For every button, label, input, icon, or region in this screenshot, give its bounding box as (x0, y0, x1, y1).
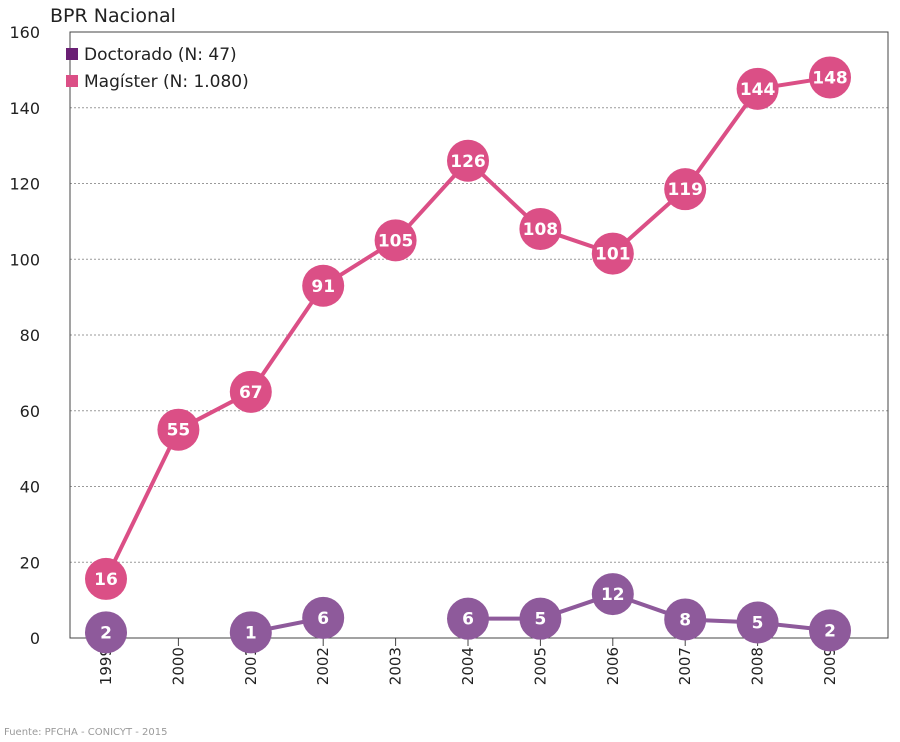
data-label: 91 (311, 277, 335, 297)
data-point (302, 264, 345, 307)
legend-swatch-doctorado (66, 48, 78, 60)
x-tick-label: 2001 (242, 647, 260, 685)
legend-swatch-magister (66, 75, 78, 87)
data-point (85, 611, 127, 654)
y-tick-label: 40 (20, 478, 40, 497)
data-label: 2 (824, 621, 836, 641)
data-point (591, 573, 634, 616)
data-point (374, 219, 417, 262)
chart-title: BPR Nacional (50, 5, 176, 27)
legend-label-doctorado: Doctorado (N: 47) (84, 45, 237, 65)
x-tick-label: 2008 (749, 647, 767, 685)
data-point (664, 598, 707, 641)
x-tick-label: 2005 (531, 647, 549, 685)
x-tick-label: 2002 (314, 647, 332, 685)
data-label: 8 (679, 610, 691, 630)
data-label: 108 (523, 220, 559, 240)
data-label: 16 (94, 570, 118, 590)
data-point (519, 207, 562, 250)
data-point (229, 370, 272, 413)
y-tick-label: 140 (9, 99, 40, 118)
data-label: 5 (752, 613, 764, 633)
x-tick-label: 2006 (604, 647, 622, 685)
y-axis-ticks: 0 20 40 60 80 100 120 140 160 (9, 23, 40, 648)
data-point (809, 609, 851, 652)
x-tick-label: 2003 (387, 647, 405, 685)
series-1: 16 55 67 91 105 126 108 101 119 144 148 (85, 56, 851, 600)
data-point (736, 601, 779, 644)
x-axis-ticks: 1999 2000 2001 2002 2003 2004 2005 2006 2007 2008… (97, 638, 839, 685)
data-label: 55 (167, 421, 191, 441)
data-label: 5 (534, 610, 546, 630)
data-point (85, 557, 127, 600)
data-label: 6 (462, 610, 474, 630)
legend-label-magister: Magíster (N: 1.080) (84, 72, 249, 92)
x-tick-label: 2009 (821, 647, 839, 685)
x-tick-label: 2007 (676, 647, 694, 685)
data-point (157, 408, 200, 451)
legend: Doctorado (N: 47) Magíster (N: 1.080) (66, 45, 249, 92)
x-tick-label: 1999 (97, 647, 115, 685)
data-point (736, 67, 779, 110)
data-point (664, 168, 707, 211)
data-label: 105 (378, 231, 414, 251)
x-tick-label: 2004 (459, 647, 477, 685)
data-label: 126 (450, 152, 486, 172)
y-tick-label: 60 (20, 402, 40, 421)
y-tick-label: 100 (9, 250, 40, 269)
data-point (447, 597, 489, 640)
grid-lines (70, 107, 888, 563)
x-tick-label: 2000 (169, 647, 187, 685)
y-tick-label: 0 (30, 629, 40, 648)
data-point (591, 232, 634, 275)
plot-area (69, 31, 889, 639)
data-label: 2 (100, 623, 112, 643)
data-label: 148 (812, 68, 848, 88)
data-label: 119 (667, 180, 703, 200)
data-label: 101 (595, 245, 631, 265)
data-point (809, 56, 851, 99)
data-label: 12 (601, 585, 625, 605)
data-label: 144 (740, 80, 776, 100)
data-label: 6 (317, 609, 329, 629)
data-label: 1 (245, 623, 257, 643)
data-point (302, 596, 345, 639)
data-point (519, 597, 562, 640)
y-tick-label: 160 (9, 23, 40, 42)
data-point (229, 611, 272, 654)
y-tick-label: 20 (20, 553, 40, 572)
data-point (447, 139, 489, 182)
y-tick-label: 120 (9, 175, 40, 194)
source-note: Fuente: PFCHA - CONICYT - 2015 (4, 727, 167, 738)
data-label: 67 (239, 383, 263, 403)
y-tick-label: 80 (20, 326, 40, 345)
